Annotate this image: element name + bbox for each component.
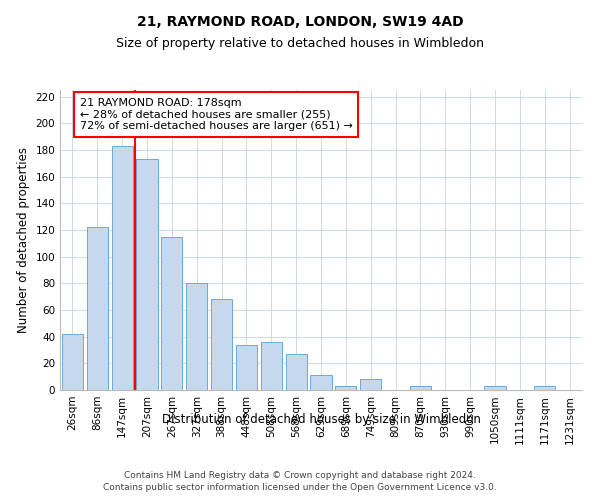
Text: Size of property relative to detached houses in Wimbledon: Size of property relative to detached ho… [116,38,484,51]
Bar [186,284,207,390]
Bar [534,386,555,390]
Bar [360,380,381,390]
Text: Contains HM Land Registry data © Crown copyright and database right 2024.: Contains HM Land Registry data © Crown c… [124,471,476,480]
Bar [112,146,133,390]
Text: 21, RAYMOND ROAD, LONDON, SW19 4AD: 21, RAYMOND ROAD, LONDON, SW19 4AD [137,15,463,29]
Y-axis label: Number of detached properties: Number of detached properties [17,147,30,333]
Text: 21 RAYMOND ROAD: 178sqm
← 28% of detached houses are smaller (255)
72% of semi-d: 21 RAYMOND ROAD: 178sqm ← 28% of detache… [80,98,353,131]
Bar [62,334,83,390]
Bar [161,236,182,390]
Bar [484,386,506,390]
Bar [310,376,332,390]
Bar [410,386,431,390]
Bar [335,386,356,390]
Bar [87,228,108,390]
Bar [286,354,307,390]
Text: Distribution of detached houses by size in Wimbledon: Distribution of detached houses by size … [161,412,481,426]
Bar [136,160,158,390]
Bar [211,300,232,390]
Text: Contains public sector information licensed under the Open Government Licence v3: Contains public sector information licen… [103,484,497,492]
Bar [236,344,257,390]
Bar [261,342,282,390]
